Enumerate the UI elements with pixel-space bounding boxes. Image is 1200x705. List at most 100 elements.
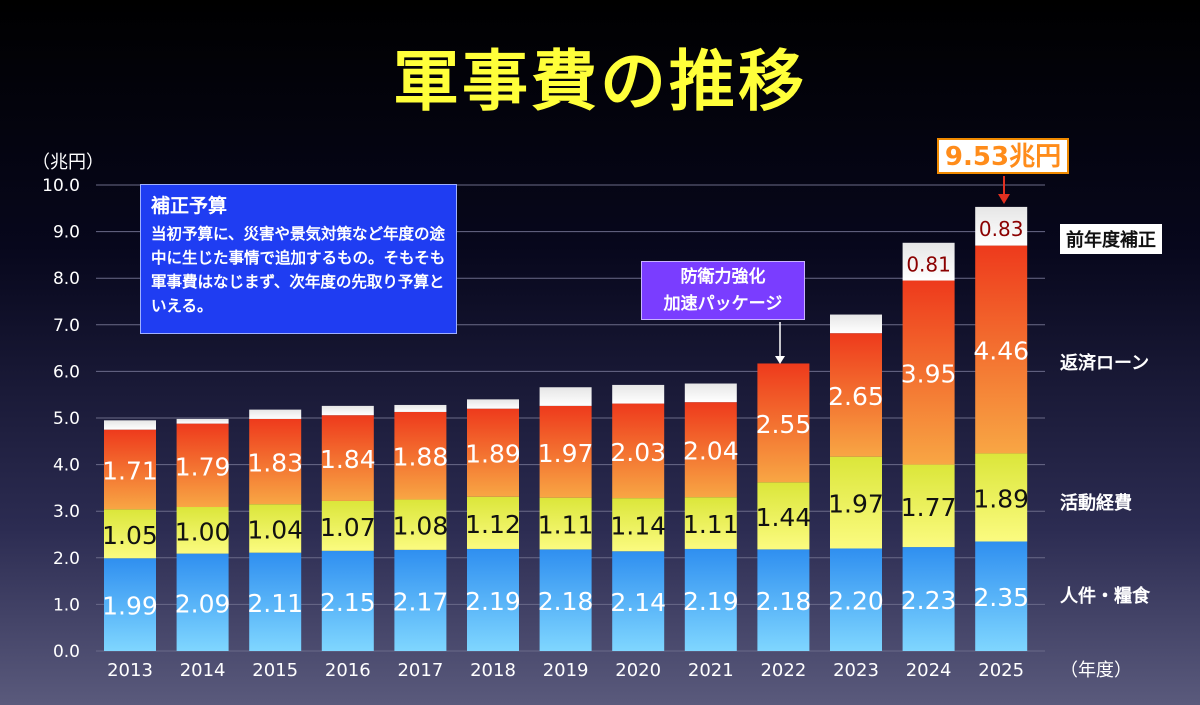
bar-loan [684, 402, 737, 498]
bar-loan [975, 245, 1028, 454]
bar-supplement [539, 387, 592, 406]
x-tick-label: 2023 [833, 660, 879, 681]
bar-personnel [104, 558, 156, 651]
y-tick-label: 9.0 [53, 223, 80, 243]
value-label-activity: 1.00 [175, 517, 231, 546]
value-label-personnel: 2.14 [610, 588, 666, 617]
value-label-supplement: 0.83 [979, 217, 1024, 241]
value-label-activity: 1.12 [465, 510, 521, 539]
x-tick-label: 2018 [470, 660, 516, 681]
x-tick-label: 2021 [688, 660, 734, 681]
value-label-personnel: 2.19 [465, 587, 521, 616]
bar-personnel [394, 549, 447, 651]
value-label-activity: 1.04 [247, 515, 303, 544]
value-label-activity: 1.97 [828, 490, 884, 519]
x-tick-label: 2017 [397, 660, 443, 681]
value-label-activity: 1.11 [538, 511, 594, 540]
value-label-activity: 1.07 [320, 513, 376, 542]
value-label-personnel: 2.17 [393, 587, 449, 616]
bar-loan [539, 405, 592, 498]
bar-loan [394, 411, 447, 500]
value-label-activity: 1.08 [393, 512, 449, 541]
callout-line2: 加速パッケージ [663, 294, 783, 314]
note-body: 当初予算に、災害や景気対策など年度の途中に生じた事情で追加するもの。そもそも軍事… [151, 225, 446, 315]
callout-line1: 防衛力強化 [680, 267, 766, 287]
bar-loan [176, 423, 229, 508]
value-label-loan: 1.71 [102, 456, 158, 485]
value-label-loan: 1.83 [247, 449, 303, 478]
bar-loan [612, 403, 665, 499]
value-label-personnel: 2.18 [538, 587, 594, 616]
bar-activity [902, 464, 955, 548]
x-tick-label: 2014 [180, 660, 226, 681]
y-tick-label: 3.0 [53, 502, 80, 522]
value-label-personnel: 2.35 [973, 583, 1029, 612]
bar-supplement [612, 384, 665, 404]
y-tick-label: 5.0 [53, 409, 80, 429]
bar-personnel [757, 549, 810, 651]
bar-loan [467, 408, 519, 497]
bar-supplement [394, 404, 447, 412]
legend-activity: 活動経費 [1060, 493, 1132, 514]
x-tick-label: 2024 [906, 660, 952, 681]
y-tick-label: 7.0 [53, 316, 80, 336]
y-tick-label: 2.0 [53, 549, 80, 569]
value-label-personnel: 2.09 [175, 589, 231, 618]
bar-activity [321, 500, 374, 551]
bar-loan [902, 280, 955, 465]
bar-personnel [467, 548, 519, 651]
x-tick-label: 2025 [978, 660, 1024, 681]
bar-supplement [684, 383, 737, 403]
bar-personnel [902, 547, 955, 651]
bar-loan [830, 333, 882, 457]
bar-loan [757, 363, 810, 483]
value-label-personnel: 2.18 [756, 587, 812, 616]
value-label-personnel: 2.20 [828, 587, 884, 616]
legend-personnel: 人件・糧食 [1060, 586, 1150, 607]
value-label-loan: 3.95 [901, 360, 957, 389]
legend-loan: 返済ローン [1060, 353, 1150, 374]
bar-activity [539, 497, 592, 550]
bar-personnel [249, 552, 302, 651]
value-label-loan: 1.84 [320, 445, 376, 474]
value-label-activity: 1.05 [102, 521, 158, 550]
bar-supplement [321, 405, 374, 416]
value-label-loan: 4.46 [973, 336, 1029, 365]
value-label-activity: 1.11 [683, 510, 739, 539]
bar-personnel [539, 549, 592, 651]
value-label-loan: 1.79 [175, 452, 231, 481]
value-label-personnel: 2.19 [683, 587, 739, 616]
x-tick-label: 2015 [252, 660, 298, 681]
bar-activity [757, 482, 810, 550]
value-label-loan: 2.55 [756, 410, 812, 439]
bar-activity [176, 507, 229, 554]
y-tick-label: 10.0 [42, 176, 80, 196]
x-tick-label: 2022 [760, 660, 806, 681]
x-axis-unit: （年度） [1060, 660, 1132, 681]
bar-supplement [975, 206, 1028, 246]
x-tick-label: 2013 [107, 660, 153, 681]
y-tick-label: 1.0 [53, 595, 80, 615]
bar-activity [394, 499, 447, 550]
bar-supplement [249, 409, 302, 419]
value-label-activity: 1.89 [973, 484, 1029, 513]
value-label-activity: 1.44 [756, 503, 812, 532]
bar-supplement [830, 314, 882, 334]
value-label-loan: 2.65 [828, 382, 884, 411]
x-tick-label: 2019 [543, 660, 589, 681]
y-tick-label: 4.0 [53, 456, 80, 476]
value-label-supplement: 0.81 [906, 253, 951, 277]
bar-loan [321, 415, 374, 501]
defense-package-callout: 防衛力強化 加速パッケージ [641, 261, 805, 320]
value-label-personnel: 2.23 [901, 586, 957, 615]
bar-supplement [467, 399, 519, 409]
y-axis-unit: （兆円） [32, 152, 104, 173]
total-arrow-head [998, 194, 1010, 204]
value-label-personnel: 2.15 [320, 588, 376, 617]
bar-activity [684, 497, 737, 549]
callout-arrow-head [775, 356, 785, 364]
supplementary-budget-note: 補正予算 当初予算に、災害や景気対策など年度の途中に生じた事情で追加するもの。そ… [140, 184, 457, 334]
value-label-activity: 1.77 [901, 493, 957, 522]
